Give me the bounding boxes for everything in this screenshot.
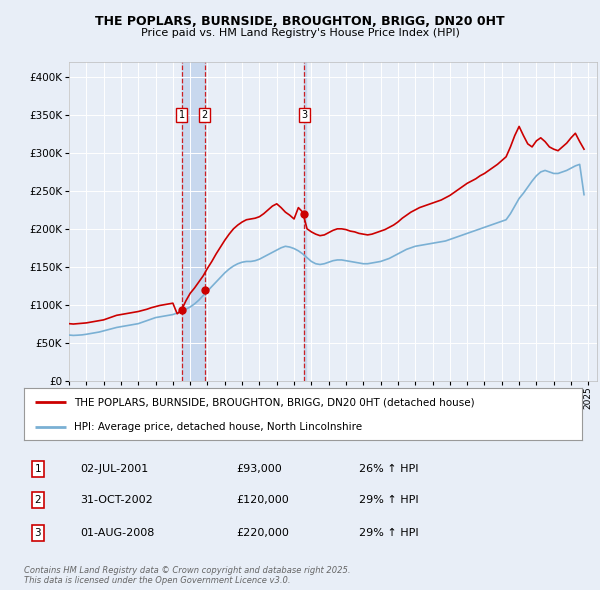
Text: 29% ↑ HPI: 29% ↑ HPI (359, 528, 418, 538)
Text: 2: 2 (35, 495, 41, 505)
Text: £120,000: £120,000 (236, 495, 289, 505)
Bar (182, 62, 205, 381)
Text: 1: 1 (178, 110, 185, 120)
Text: 3: 3 (301, 110, 307, 120)
Bar (304, 62, 306, 381)
Text: £93,000: £93,000 (236, 464, 282, 474)
Text: Price paid vs. HM Land Registry's House Price Index (HPI): Price paid vs. HM Land Registry's House … (140, 28, 460, 38)
Text: 29% ↑ HPI: 29% ↑ HPI (359, 495, 418, 505)
Text: Contains HM Land Registry data © Crown copyright and database right 2025.
This d: Contains HM Land Registry data © Crown c… (24, 566, 350, 585)
Text: 3: 3 (35, 528, 41, 538)
Text: 1: 1 (35, 464, 41, 474)
Text: 02-JUL-2001: 02-JUL-2001 (80, 464, 148, 474)
Text: THE POPLARS, BURNSIDE, BROUGHTON, BRIGG, DN20 0HT (detached house): THE POPLARS, BURNSIDE, BROUGHTON, BRIGG,… (74, 397, 475, 407)
Text: 01-AUG-2008: 01-AUG-2008 (80, 528, 154, 538)
Text: £220,000: £220,000 (236, 528, 289, 538)
Text: 31-OCT-2002: 31-OCT-2002 (80, 495, 152, 505)
Text: HPI: Average price, detached house, North Lincolnshire: HPI: Average price, detached house, Nort… (74, 422, 362, 431)
Text: 26% ↑ HPI: 26% ↑ HPI (359, 464, 418, 474)
Text: THE POPLARS, BURNSIDE, BROUGHTON, BRIGG, DN20 0HT: THE POPLARS, BURNSIDE, BROUGHTON, BRIGG,… (95, 15, 505, 28)
Text: 2: 2 (202, 110, 208, 120)
